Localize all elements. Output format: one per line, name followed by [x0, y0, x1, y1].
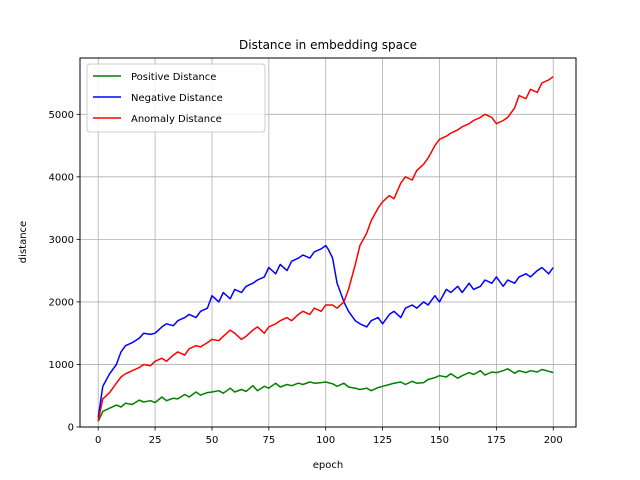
y-tick-label: 3000 — [49, 235, 74, 246]
series-line-positive-distance — [97, 368, 554, 422]
x-axis-ticks: 0 25 50 75 100 125 150 175 200 — [95, 427, 563, 446]
series-line-anomaly-distance — [97, 76, 554, 421]
x-tick-label: 75 — [262, 435, 275, 446]
legend-label-negative: Negative Distance — [131, 93, 223, 104]
legend-label-positive: Positive Distance — [131, 72, 216, 83]
series-line-negative-distance — [97, 244, 554, 418]
x-tick-label: 25 — [149, 435, 162, 446]
x-tick-label: 125 — [373, 435, 392, 446]
x-tick-label: 150 — [430, 435, 449, 446]
x-tick-label: 100 — [316, 435, 335, 446]
x-tick-label: 50 — [206, 435, 219, 446]
y-axis-label: distance — [18, 221, 29, 263]
legend: Positive Distance Negative Distance Anom… — [86, 63, 266, 133]
y-tick-label: 2000 — [49, 297, 74, 308]
chart-title: Distance in embedding space — [239, 38, 417, 52]
x-tick-label: 175 — [487, 435, 506, 446]
y-tick-label: 1000 — [49, 360, 74, 371]
legend-box — [86, 63, 266, 133]
legend-label-anomaly: Anomaly Distance — [131, 114, 222, 125]
x-tick-label: 200 — [544, 435, 563, 446]
plot-frame — [79, 57, 577, 428]
y-tick-label: 0 — [68, 423, 74, 434]
x-axis-label: epoch — [313, 460, 343, 471]
y-axis-ticks: 0 1000 2000 3000 4000 5000 — [49, 110, 80, 434]
y-tick-label: 5000 — [49, 110, 74, 121]
series-layer — [97, 76, 554, 422]
x-tick-label: 0 — [95, 435, 101, 446]
y-tick-label: 4000 — [49, 172, 74, 183]
